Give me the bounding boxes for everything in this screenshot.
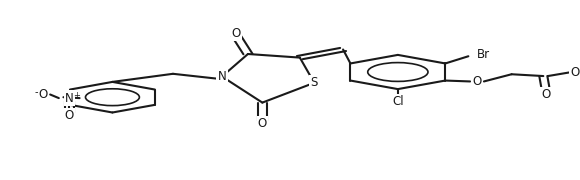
Text: -: - (35, 87, 38, 97)
Text: Br: Br (477, 48, 490, 61)
Text: Cl: Cl (392, 95, 404, 108)
Text: O: O (39, 88, 48, 101)
Text: N: N (65, 92, 74, 105)
Text: O: O (570, 66, 579, 79)
Text: S: S (310, 76, 318, 89)
Text: O: O (64, 109, 74, 122)
Text: O: O (258, 117, 267, 130)
Text: O: O (232, 27, 241, 40)
Text: O: O (472, 75, 481, 88)
Text: O: O (542, 88, 551, 102)
Text: N: N (218, 70, 226, 83)
Text: +: + (73, 91, 80, 100)
